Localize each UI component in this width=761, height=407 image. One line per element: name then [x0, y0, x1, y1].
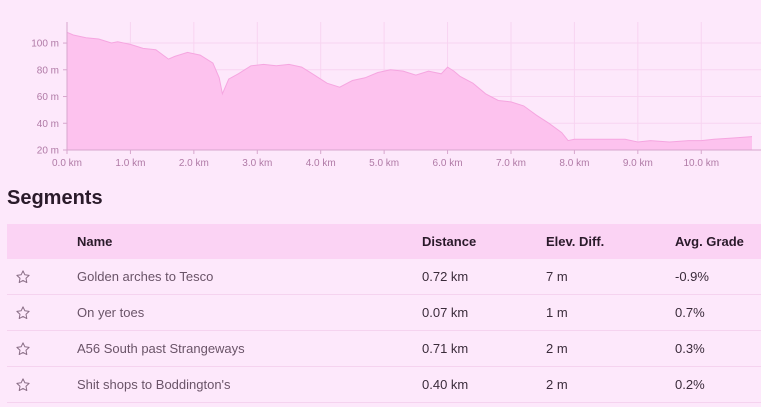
- segment-row[interactable]: Shit shops to Boddington's 0.40 km 2 m 0…: [7, 366, 761, 403]
- segment-avg-grade: -0.9%: [675, 259, 761, 295]
- segment-distance: 0.40 km: [422, 366, 546, 403]
- favorite-cell: [7, 294, 77, 331]
- segment-row[interactable]: Golden arches to Tesco 0.72 km 7 m -0.9%: [7, 259, 761, 295]
- segments-header-row: Name Distance Elev. Diff. Avg. Grade: [7, 224, 761, 259]
- y-tick-label: 20 m: [37, 146, 59, 157]
- segment-name[interactable]: On yer toes: [77, 294, 422, 331]
- y-tick-label: 100 m: [31, 39, 59, 50]
- segment-avg-grade: 0.2%: [675, 366, 761, 403]
- segment-avg-grade: 0.3%: [675, 330, 761, 367]
- header-favorite: [7, 224, 77, 259]
- segment-distance: 0.07 km: [422, 294, 546, 331]
- segment-row[interactable]: A56 South past Strangeways 0.71 km 2 m 0…: [7, 330, 761, 367]
- elevation-area: [67, 32, 752, 150]
- favorite-cell: [7, 330, 77, 367]
- segment-name[interactable]: A56 South past Strangeways: [77, 330, 422, 367]
- segment-elev-diff: 1 m: [546, 294, 675, 331]
- segment-elev-diff: 7 m: [546, 259, 675, 295]
- segment-elev-diff: 2 m: [546, 330, 675, 367]
- segment-distance: 0.72 km: [422, 259, 546, 295]
- x-tick-label: 8.0 km: [559, 158, 589, 169]
- segment-elev-diff: 2 m: [546, 366, 675, 403]
- segment-name[interactable]: Shit shops to Boddington's: [77, 366, 422, 403]
- x-tick-label: 1.0 km: [115, 158, 145, 169]
- header-elev-diff: Elev. Diff.: [546, 224, 675, 259]
- star-outline-icon[interactable]: [15, 377, 31, 393]
- x-tick-label: 4.0 km: [306, 158, 336, 169]
- segments-title: Segments: [7, 187, 103, 209]
- x-tick-label: 9.0 km: [623, 158, 653, 169]
- x-tick-label: 10.0 km: [683, 158, 719, 169]
- x-tick-label: 5.0 km: [369, 158, 399, 169]
- elevation-chart: 20 m 40 m 60 m 80 m 100 m 0.0 km 1.0 km 2.0 km 3…: [31, 22, 761, 169]
- star-outline-icon[interactable]: [15, 305, 31, 321]
- y-tick-label: 60 m: [37, 92, 59, 103]
- x-tick-label: 7.0 km: [496, 158, 526, 169]
- y-tick-label: 80 m: [37, 65, 59, 76]
- segment-avg-grade: 0.7%: [675, 294, 761, 331]
- favorite-cell: [7, 366, 77, 403]
- y-tick-label: 40 m: [37, 119, 59, 130]
- favorite-cell: [7, 259, 77, 295]
- x-tick-label: 0.0 km: [52, 158, 82, 169]
- x-tick-label: 2.0 km: [179, 158, 209, 169]
- star-outline-icon[interactable]: [15, 269, 31, 285]
- header-distance: Distance: [422, 224, 546, 259]
- chart-axes: 20 m 40 m 60 m 80 m 100 m 0.0 km 1.0 km 2.0 km 3…: [31, 22, 761, 169]
- segments-table: Name Distance Elev. Diff. Avg. Grade Gol…: [7, 224, 761, 403]
- header-name: Name: [77, 224, 422, 259]
- x-tick-label: 3.0 km: [242, 158, 272, 169]
- segment-row[interactable]: On yer toes 0.07 km 1 m 0.7%: [7, 294, 761, 331]
- header-avg-grade: Avg. Grade: [675, 224, 761, 259]
- star-outline-icon[interactable]: [15, 341, 31, 357]
- elevation-line: [66, 31, 753, 143]
- x-tick-label: 6.0 km: [433, 158, 463, 169]
- segment-name[interactable]: Golden arches to Tesco: [77, 259, 422, 295]
- segment-distance: 0.71 km: [422, 330, 546, 367]
